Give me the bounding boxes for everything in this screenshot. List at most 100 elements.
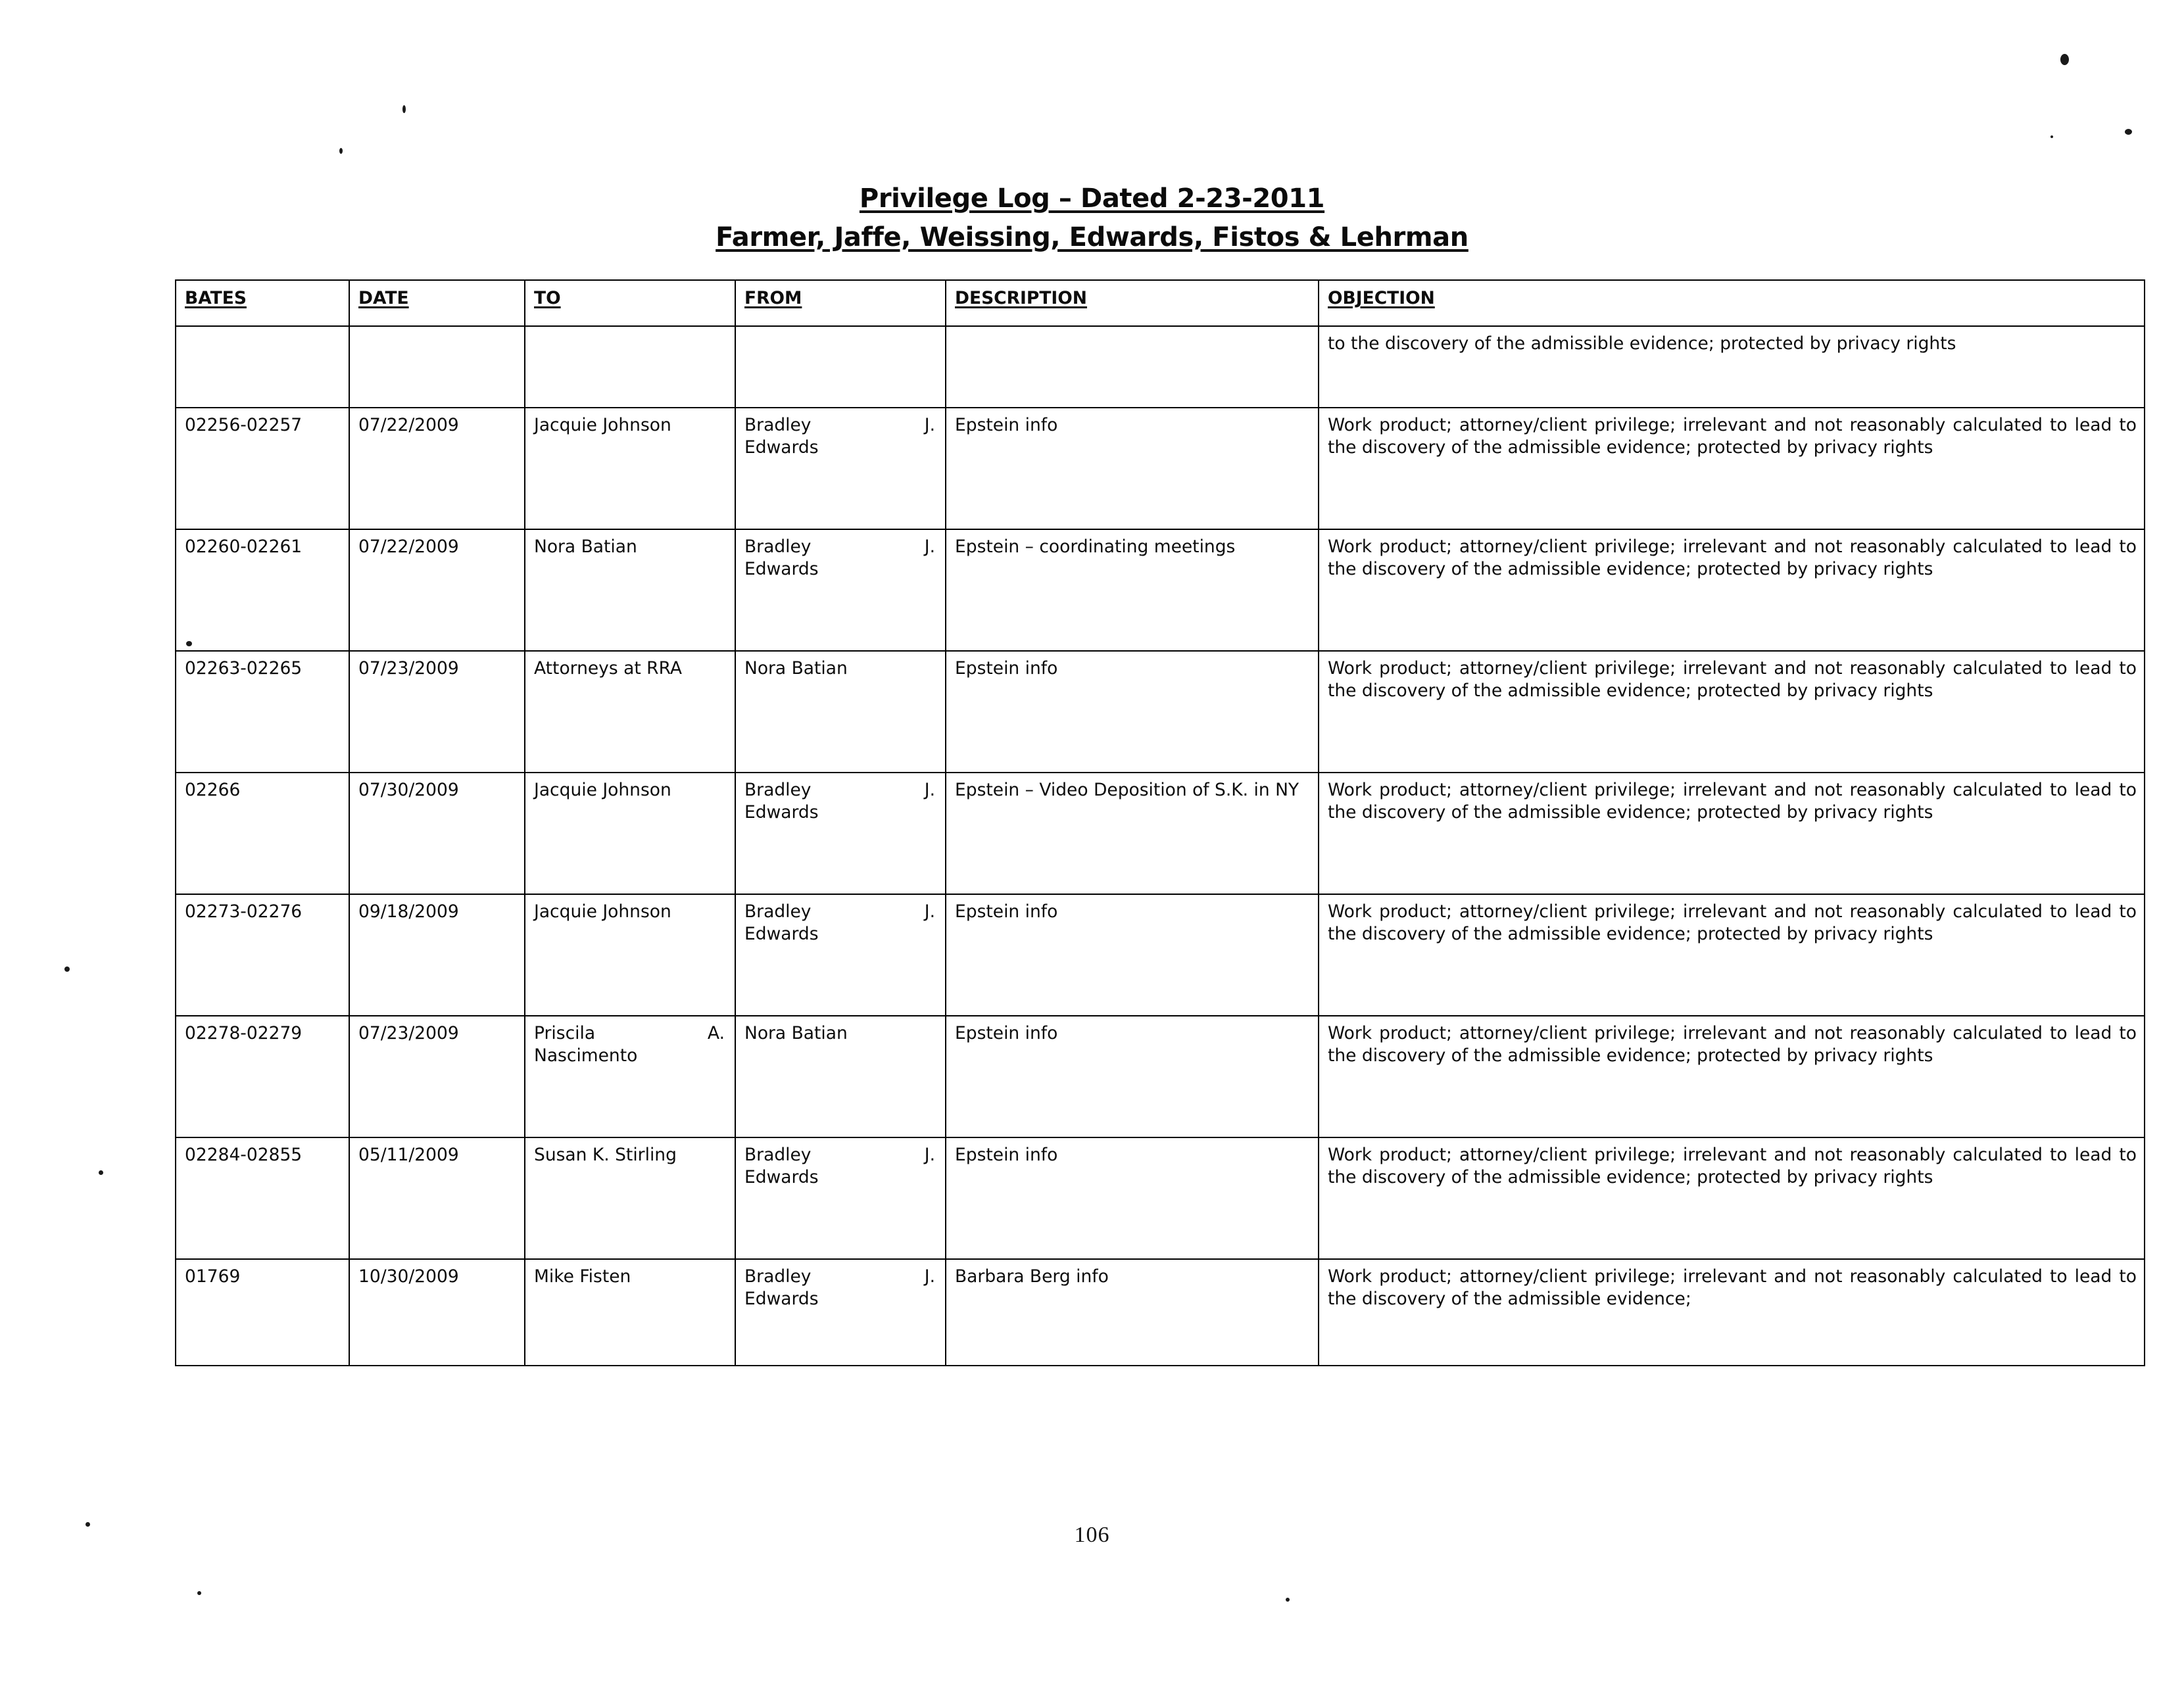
cell-from-first-name: Bradley bbox=[744, 901, 812, 922]
table-row-continuation: to the discovery of the admissible evide… bbox=[175, 325, 2145, 408]
cell-bates: 02260-02261 bbox=[175, 529, 350, 652]
column-header-description-label: DESCRIPTION bbox=[955, 288, 1087, 308]
page-number: 106 bbox=[1074, 1523, 1110, 1547]
cell-to: Jacquie Johnson bbox=[524, 407, 736, 530]
cell-objection: Work product; attorney/client privilege;… bbox=[1318, 1015, 2145, 1138]
cell-to: Nora Batian bbox=[524, 529, 736, 652]
cell-date: 07/22/2009 bbox=[349, 529, 525, 652]
cell-from: Bradley J. Edwards bbox=[735, 1137, 946, 1260]
cell-to: Priscila A. Nascimento bbox=[524, 1015, 736, 1138]
cell-from-first-name: Bradley bbox=[744, 780, 812, 800]
cell-from-middle-initial: J. bbox=[924, 537, 935, 557]
cell-date: 07/22/2009 bbox=[349, 407, 525, 530]
cell-objection: Work product; attorney/client privilege;… bbox=[1318, 650, 2145, 773]
cell-date: 07/23/2009 bbox=[349, 650, 525, 773]
table-row: 01769 10/30/2009 Mike Fisten Bradley J. Edwar… bbox=[175, 1258, 2145, 1366]
column-header-objection: OBJECTION bbox=[1318, 279, 2145, 327]
objection-text: Work product; attorney/client privilege;… bbox=[1328, 901, 2137, 945]
cell-from-middle-initial: J. bbox=[924, 415, 935, 435]
page-title: Privilege Log – Dated 2-23-2011 bbox=[859, 183, 1325, 214]
scan-speck bbox=[402, 105, 406, 113]
objection-text: Work product; attorney/client privilege;… bbox=[1328, 1145, 2137, 1188]
scan-speck bbox=[99, 1170, 103, 1175]
cell-from-line-1: Bradley J. bbox=[744, 779, 938, 801]
title-block: Privilege Log – Dated 2-23-2011 Farmer, … bbox=[0, 183, 2184, 254]
cell-description: Epstein – coordinating meetings bbox=[945, 529, 1319, 652]
cell-bates: 02266 bbox=[175, 772, 350, 895]
cell-from: Bradley J. Edwards bbox=[735, 1258, 946, 1366]
page-subtitle: Farmer, Jaffe, Weissing, Edwards, Fistos… bbox=[716, 222, 1468, 252]
cell-to bbox=[524, 325, 736, 408]
objection-text: Work product; attorney/client privilege;… bbox=[1328, 415, 2137, 458]
cell-date: 07/30/2009 bbox=[349, 772, 525, 895]
cell-objection: Work product; attorney/client privilege;… bbox=[1318, 1137, 2145, 1260]
column-header-from: FROM bbox=[735, 279, 946, 327]
table-row: 02263-02265 07/23/2009 Attorneys at RRA Nor… bbox=[175, 650, 2145, 773]
objection-text: Work product; attorney/client privilege;… bbox=[1328, 537, 2137, 580]
cell-from-line-2: Edwards bbox=[744, 559, 819, 580]
table-row: 02260-02261 07/22/2009 Nora Batian Bradley J… bbox=[175, 529, 2145, 652]
cell-from-line-2: Edwards bbox=[744, 924, 819, 945]
cell-from-middle-initial: J. bbox=[924, 901, 935, 922]
column-header-bates: BATES bbox=[175, 279, 350, 327]
cell-bates: 02278-02279 bbox=[175, 1015, 350, 1138]
cell-from-line-2: Edwards bbox=[744, 1289, 819, 1310]
cell-from-middle-initial: J. bbox=[924, 1266, 935, 1287]
cell-from-line-1: Bradley J. bbox=[744, 901, 938, 923]
cell-bates: 02273-02276 bbox=[175, 894, 350, 1016]
table-row: 02266 07/30/2009 Jacquie Johnson Bradley J. E… bbox=[175, 772, 2145, 895]
cell-description: Epstein info bbox=[945, 650, 1319, 773]
cell-objection: Work product; attorney/client privilege;… bbox=[1318, 529, 2145, 652]
cell-date: 07/23/2009 bbox=[349, 1015, 525, 1138]
cell-from-first-name: Bradley bbox=[744, 1266, 812, 1287]
cell-date: 09/18/2009 bbox=[349, 894, 525, 1016]
cell-description: Epstein info bbox=[945, 1015, 1319, 1138]
cell-objection: Work product; attorney/client privilege;… bbox=[1318, 407, 2145, 530]
column-header-objection-label: OBJECTION bbox=[1328, 288, 1435, 308]
cell-description: Epstein info bbox=[945, 407, 1319, 530]
scan-speck bbox=[1286, 1598, 1290, 1602]
cell-objection: Work product; attorney/client privilege;… bbox=[1318, 1258, 2145, 1366]
cell-bates: 02263-02265 bbox=[175, 650, 350, 773]
cell-description bbox=[945, 325, 1319, 408]
cell-from: Bradley J. Edwards bbox=[735, 772, 946, 895]
cell-to: Susan K. Stirling bbox=[524, 1137, 736, 1260]
cell-to-middle-initial: A. bbox=[707, 1023, 725, 1043]
cell-to-line-1: Priscila A. bbox=[534, 1022, 727, 1045]
cell-from-line-2: Edwards bbox=[744, 802, 819, 823]
cell-from-first-name: Bradley bbox=[744, 537, 812, 557]
objection-text: Work product; attorney/client privilege;… bbox=[1328, 780, 2137, 823]
column-header-date-label: DATE bbox=[358, 288, 409, 308]
cell-from: Bradley J. Edwards bbox=[735, 529, 946, 652]
cell-description: Epstein info bbox=[945, 894, 1319, 1016]
table-row: 02273-02276 09/18/2009 Jacquie Johnson Brad… bbox=[175, 894, 2145, 1016]
cell-from bbox=[735, 325, 946, 408]
cell-from-first-name: Bradley bbox=[744, 415, 812, 435]
cell-date bbox=[349, 325, 525, 408]
cell-to-first-name: Priscila bbox=[534, 1023, 596, 1043]
cell-description: Barbara Berg info bbox=[945, 1258, 1319, 1366]
cell-date: 10/30/2009 bbox=[349, 1258, 525, 1366]
cell-from-first-name: Bradley bbox=[744, 1145, 812, 1165]
cell-from-middle-initial: J. bbox=[924, 780, 935, 800]
column-header-date: DATE bbox=[349, 279, 525, 327]
cell-bates: 02284-02855 bbox=[175, 1137, 350, 1260]
table-header: BATES DATE TO FROM DESCRIPTION OBJECTION bbox=[175, 279, 2145, 327]
scan-speck bbox=[64, 967, 70, 972]
cell-objection: to the discovery of the admissible evide… bbox=[1318, 325, 2145, 408]
cell-bates: 01769 bbox=[175, 1258, 350, 1366]
cell-from-line-1: Bradley J. bbox=[744, 1266, 938, 1288]
column-header-to-label: TO bbox=[534, 288, 561, 308]
scan-speck bbox=[339, 148, 343, 154]
cell-from: Nora Batian bbox=[735, 1015, 946, 1138]
table-header-row: BATES DATE TO FROM DESCRIPTION OBJECTION bbox=[175, 279, 2145, 327]
cell-to: Attorneys at RRA bbox=[524, 650, 736, 773]
column-header-from-label: FROM bbox=[744, 288, 802, 308]
cell-to: Jacquie Johnson bbox=[524, 894, 736, 1016]
cell-from: Bradley J. Edwards bbox=[735, 894, 946, 1016]
objection-text: Work product; attorney/client privilege;… bbox=[1328, 1023, 2137, 1066]
table-row: 02278-02279 07/23/2009 Priscila A. Nasciment… bbox=[175, 1015, 2145, 1138]
cell-date: 05/11/2009 bbox=[349, 1137, 525, 1260]
cell-to: Mike Fisten bbox=[524, 1258, 736, 1366]
